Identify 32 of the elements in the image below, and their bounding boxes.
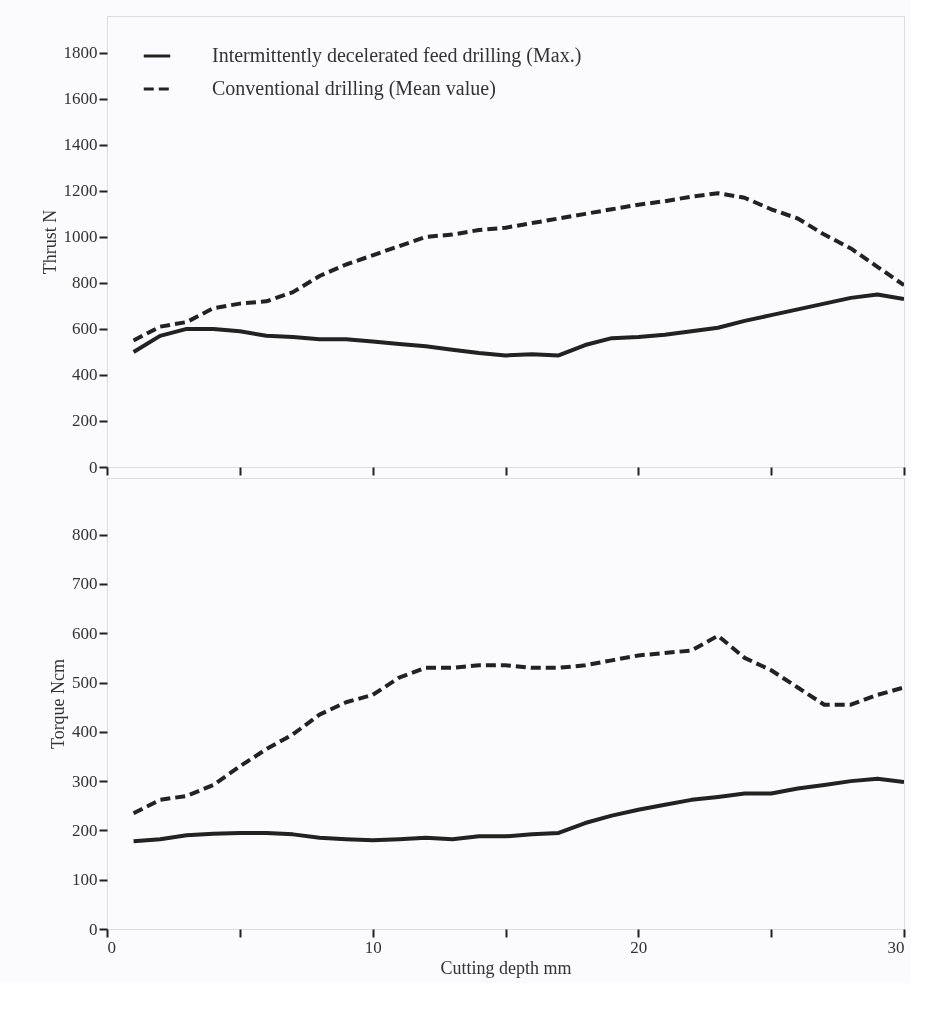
y-axis-title: Torque Ncm	[48, 658, 68, 750]
y-tick-label: 200	[72, 820, 98, 840]
line-series	[131, 191, 904, 343]
y-axis-title: Thrust N	[39, 209, 60, 275]
y-tick-label: 100	[72, 870, 98, 890]
x-axis-title: Cutting depth mm	[440, 957, 572, 978]
x-tick-label: 10	[364, 937, 382, 957]
y-tick-label: 500	[72, 673, 98, 693]
legend-label: Conventional drilling (Mean value)	[212, 77, 496, 100]
y-tick-label: 800	[72, 525, 98, 545]
y-tick-label: 1600	[63, 89, 98, 109]
y-tick-label: 0	[89, 919, 98, 939]
y-tick-label: 700	[72, 574, 98, 594]
y-tick-label: 1200	[63, 181, 98, 201]
y-tick-label: 400	[72, 722, 98, 742]
y-tick-label: 600	[72, 623, 98, 643]
legend-label: Intermittently decelerated feed drilling (Max.)	[212, 44, 582, 67]
x-tick-label: 30	[887, 937, 905, 957]
y-tick-label: 1400	[63, 135, 98, 155]
line-series	[131, 292, 904, 358]
y-tick-label: 0	[89, 457, 98, 477]
line-series	[131, 776, 904, 844]
y-tick-label: 400	[72, 365, 98, 385]
line-series	[131, 633, 904, 816]
x-tick-label: 20	[630, 937, 648, 957]
y-tick-label: 300	[72, 771, 98, 791]
y-tick-label: 1800	[63, 43, 98, 63]
x-tick-label: 0	[107, 937, 116, 957]
y-tick-label: 600	[72, 319, 98, 339]
y-tick-label: 1000	[63, 227, 98, 247]
y-tick-label: 800	[72, 273, 98, 293]
y-tick-label: 200	[72, 411, 98, 431]
